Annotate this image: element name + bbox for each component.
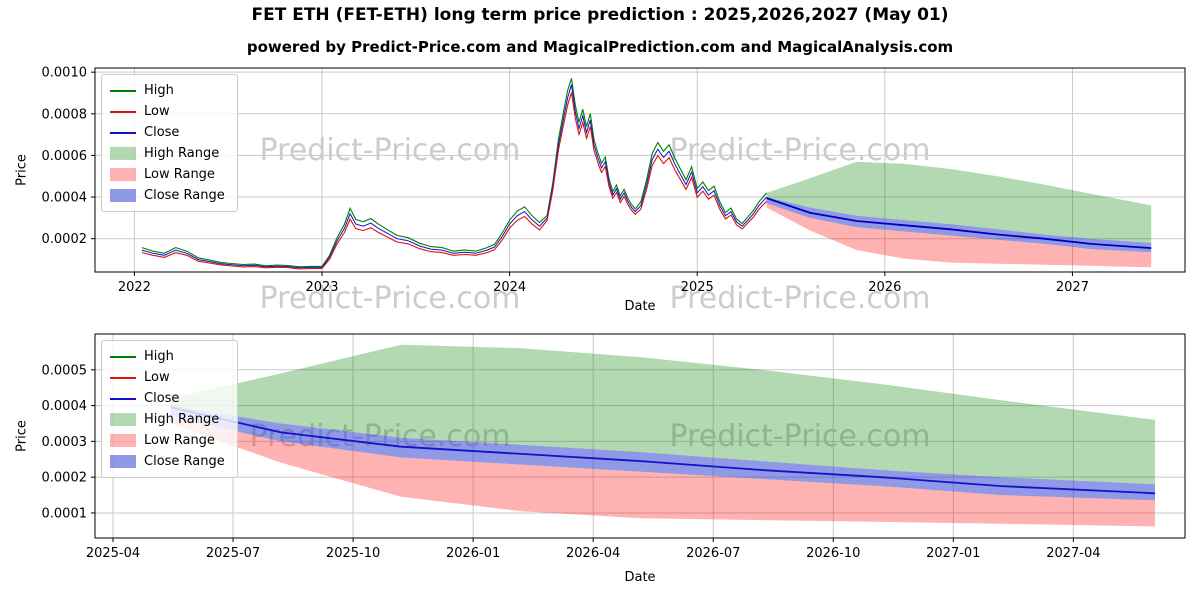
legend-label: Close: [144, 125, 180, 140]
legend: High Low Close High Range Low Range Close Ran…: [101, 340, 238, 478]
y-tick-label: 0.0008: [42, 107, 88, 122]
x-tick-label: 2025-07: [206, 546, 260, 561]
legend-item-close-range: Close Range: [110, 451, 225, 472]
close-range-band: [766, 197, 1152, 253]
high-range-band: [170, 344, 1156, 485]
x-tick-label: 2025-04: [86, 546, 140, 561]
low-range-patch-swatch: [110, 168, 136, 181]
y-tick-label: 0.0002: [42, 232, 88, 247]
legend-label: High Range: [144, 146, 220, 161]
close-range-patch-swatch: [110, 455, 136, 468]
legend-label: High Range: [144, 412, 220, 427]
y-tick-label: 0.0006: [42, 149, 88, 164]
legend-item-high: High: [110, 80, 225, 101]
x-axis-label: Date: [624, 299, 656, 314]
legend-label: High: [144, 83, 174, 98]
x-tick-label: 2022: [118, 280, 151, 295]
legend-item-low-range: Low Range: [110, 164, 225, 185]
high-range-patch-swatch: [110, 413, 136, 426]
watermark-text: Predict-Price.com: [260, 133, 521, 168]
low-line-swatch: [110, 376, 136, 379]
legend: High Low Close High Range Low Range Close Ran…: [101, 74, 238, 212]
page-subtitle: powered by Predict-Price.com and Magical…: [246, 38, 954, 56]
legend-item-high: High: [110, 346, 225, 367]
x-tick-label: 2026-04: [566, 546, 620, 561]
high-line-swatch: [110, 355, 136, 358]
y-tick-label: 0.0003: [42, 435, 88, 450]
low-line: [141, 92, 767, 270]
close-range-band: [170, 405, 1156, 501]
x-tick-label: 2025-10: [326, 546, 380, 561]
page-title: FET ETH (FET-ETH) long term price predic…: [251, 5, 949, 25]
close-line-swatch: [110, 397, 136, 400]
close-forecast-line: [766, 197, 1152, 249]
high-line: [141, 78, 768, 268]
low-range-band: [766, 203, 1152, 268]
chart-canvas: Predict-Price.comPredict-Price.com2025-0…: [42, 333, 1186, 561]
x-tick-label: 2027-04: [1046, 546, 1100, 561]
x-tick-label: 2023: [305, 280, 338, 295]
watermark-text: Predict-Price.com: [670, 419, 931, 454]
y-tick-label: 0.0004: [42, 191, 88, 206]
legend-label: Low: [144, 370, 170, 385]
close-range-patch-swatch: [110, 189, 136, 202]
y-axis-label: Price: [14, 420, 30, 452]
legend-label: Low Range: [144, 433, 215, 448]
close-line: [141, 84, 767, 269]
x-tick-label: 2025: [681, 280, 714, 295]
x-tick-label: 2024: [493, 280, 526, 295]
price-history-chart: Predict-Price.com Predict-Price.com Predic…: [0, 56, 1200, 322]
x-tick-label: 2027: [1056, 280, 1089, 295]
x-tick-label: 2026-10: [806, 546, 860, 561]
x-axis-label: Date: [624, 570, 656, 585]
legend-item-low-range: Low Range: [110, 430, 225, 451]
x-tick-label: 2026: [868, 280, 901, 295]
chart-canvas: Predict-Price.com Predict-Price.com Predic…: [42, 66, 1186, 316]
x-tick-label: 2026-07: [686, 546, 740, 561]
close-line-swatch: [110, 131, 136, 134]
low-range-band: [170, 416, 1156, 527]
plot-frame: [94, 333, 1186, 539]
legend-item-close: Close: [110, 388, 225, 409]
low-line-swatch: [110, 110, 136, 113]
plot-frame: [94, 67, 1186, 273]
legend-item-low: Low: [110, 101, 225, 122]
legend-item-close: Close: [110, 122, 225, 143]
y-tick-label: 0.0004: [42, 399, 88, 414]
legend-label: Close Range: [144, 188, 225, 203]
y-tick-label: 0.0002: [42, 471, 88, 486]
y-tick-label: 0.0005: [42, 363, 88, 378]
legend-item-high-range: High Range: [110, 409, 225, 430]
close-line: [170, 406, 1156, 495]
high-range-band: [766, 161, 1152, 243]
legend-item-close-range: Close Range: [110, 185, 225, 206]
legend-label: High: [144, 349, 174, 364]
legend-label: Low Range: [144, 167, 215, 182]
legend-label: Close: [144, 391, 180, 406]
low-range-patch-swatch: [110, 434, 136, 447]
watermark-text: Predict-Price.com: [260, 281, 521, 316]
legend-item-high-range: High Range: [110, 143, 225, 164]
y-tick-label: 0.0001: [42, 506, 88, 521]
legend-item-low: Low: [110, 367, 225, 388]
high-line-swatch: [110, 89, 136, 92]
legend-label: Low: [144, 104, 170, 119]
forecast-detail-chart: Predict-Price.comPredict-Price.com2025-0…: [0, 322, 1200, 600]
x-tick-label: 2026-01: [446, 546, 500, 561]
y-axis-label: Price: [14, 154, 30, 186]
x-tick-label: 2027-01: [926, 546, 980, 561]
legend-label: Close Range: [144, 454, 225, 469]
watermark-text: Predict-Price.com: [670, 133, 931, 168]
high-range-patch-swatch: [110, 147, 136, 160]
y-tick-label: 0.0010: [42, 66, 88, 81]
watermark-text: Predict-Price.com: [670, 281, 931, 316]
